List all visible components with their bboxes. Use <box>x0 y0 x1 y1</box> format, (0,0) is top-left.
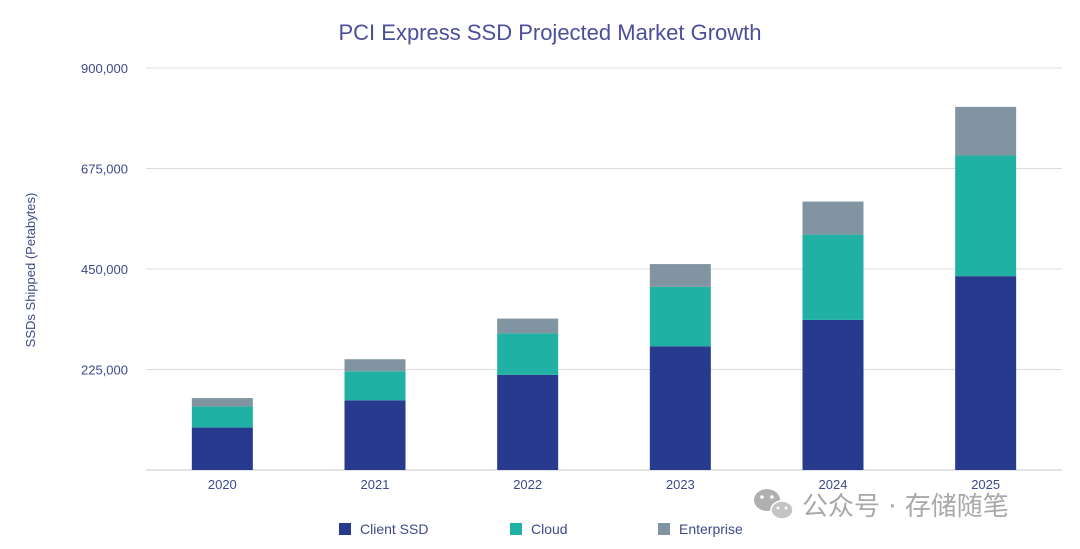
bar-cloud-2020 <box>191 406 253 428</box>
bar-enterprise-2020 <box>191 398 253 407</box>
x-tick-label: 2024 <box>819 477 848 492</box>
bar-cloud-2024 <box>802 234 864 320</box>
y-tick-label: 225,000 <box>81 363 128 378</box>
legend-swatch-enterprise <box>658 523 670 535</box>
bar-cloud-2021 <box>344 371 406 401</box>
legend-label-client-ssd: Client SSD <box>360 521 428 537</box>
wechat-icon <box>754 489 794 520</box>
legend-label-cloud: Cloud <box>531 521 568 537</box>
x-tick-label: 2022 <box>513 477 542 492</box>
bar-cloud-2023 <box>649 286 711 347</box>
y-tick-label: 675,000 <box>81 162 128 177</box>
bars <box>191 106 1017 470</box>
bar-enterprise-2021 <box>344 359 406 372</box>
bar-client-ssd-2023 <box>649 346 711 470</box>
x-tick-label: 2025 <box>971 477 1000 492</box>
legend: Client SSD Cloud Enterprise <box>339 521 743 537</box>
y-tick-label: 900,000 <box>81 61 128 76</box>
bar-enterprise-2022 <box>497 318 559 334</box>
gridlines <box>146 67 1062 471</box>
y-axis-label: SSDs Shipped (Petabytes) <box>23 193 38 348</box>
watermark-text: 公众号 · 存储随笔 <box>802 492 1009 522</box>
bar-client-ssd-2025 <box>955 276 1017 470</box>
bar-enterprise-2024 <box>802 201 864 235</box>
y-tick-label: 450,000 <box>81 262 128 277</box>
watermark: 公众号 · 存储随笔 <box>754 489 1009 522</box>
x-axis-ticks: 2020 2021 2022 2023 2024 2025 <box>208 477 1000 492</box>
bar-client-ssd-2020 <box>191 427 253 470</box>
y-axis-ticks: 225,000 450,000 675,000 900,000 <box>81 61 128 378</box>
x-tick-label: 2021 <box>361 477 390 492</box>
bar-cloud-2022 <box>497 333 559 375</box>
x-tick-label: 2023 <box>666 477 695 492</box>
bar-client-ssd-2021 <box>344 400 406 470</box>
legend-label-enterprise: Enterprise <box>679 521 743 537</box>
legend-swatch-client-ssd <box>339 523 351 535</box>
x-tick-label: 2020 <box>208 477 237 492</box>
bar-enterprise-2025 <box>955 106 1017 156</box>
chart-title: PCI Express SSD Projected Market Growth <box>338 20 761 45</box>
bar-cloud-2025 <box>955 155 1017 277</box>
legend-swatch-cloud <box>510 523 522 535</box>
bar-enterprise-2023 <box>649 264 711 287</box>
bar-client-ssd-2022 <box>497 374 559 470</box>
bar-client-ssd-2024 <box>802 319 864 470</box>
